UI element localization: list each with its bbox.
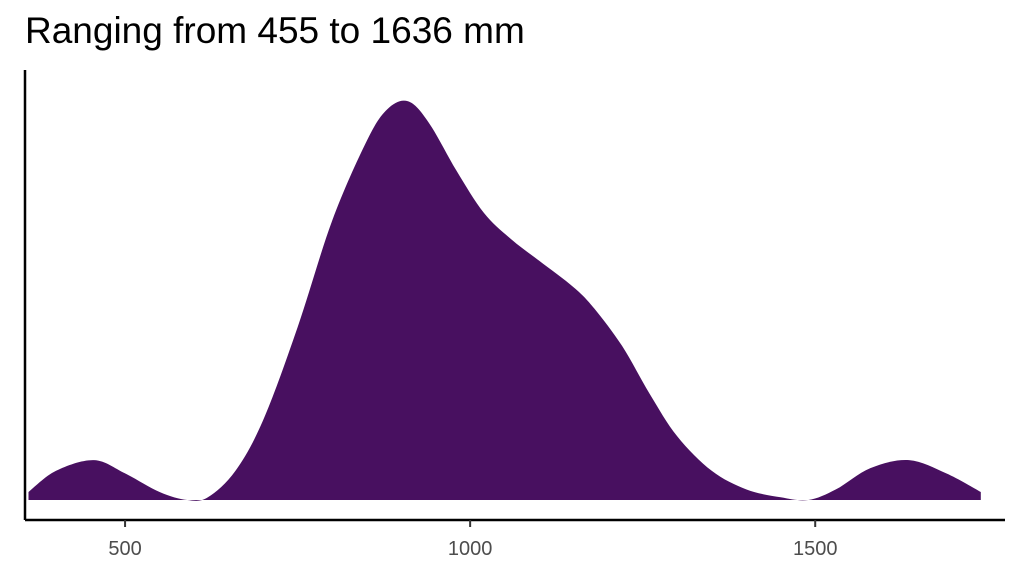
chart-title: Ranging from 455 to 1636 mm [25, 10, 525, 51]
density-area [28, 100, 981, 501]
x-tick-label: 500 [108, 538, 141, 560]
x-tick-label: 1000 [448, 538, 493, 560]
x-tick-label: 1500 [793, 538, 838, 560]
